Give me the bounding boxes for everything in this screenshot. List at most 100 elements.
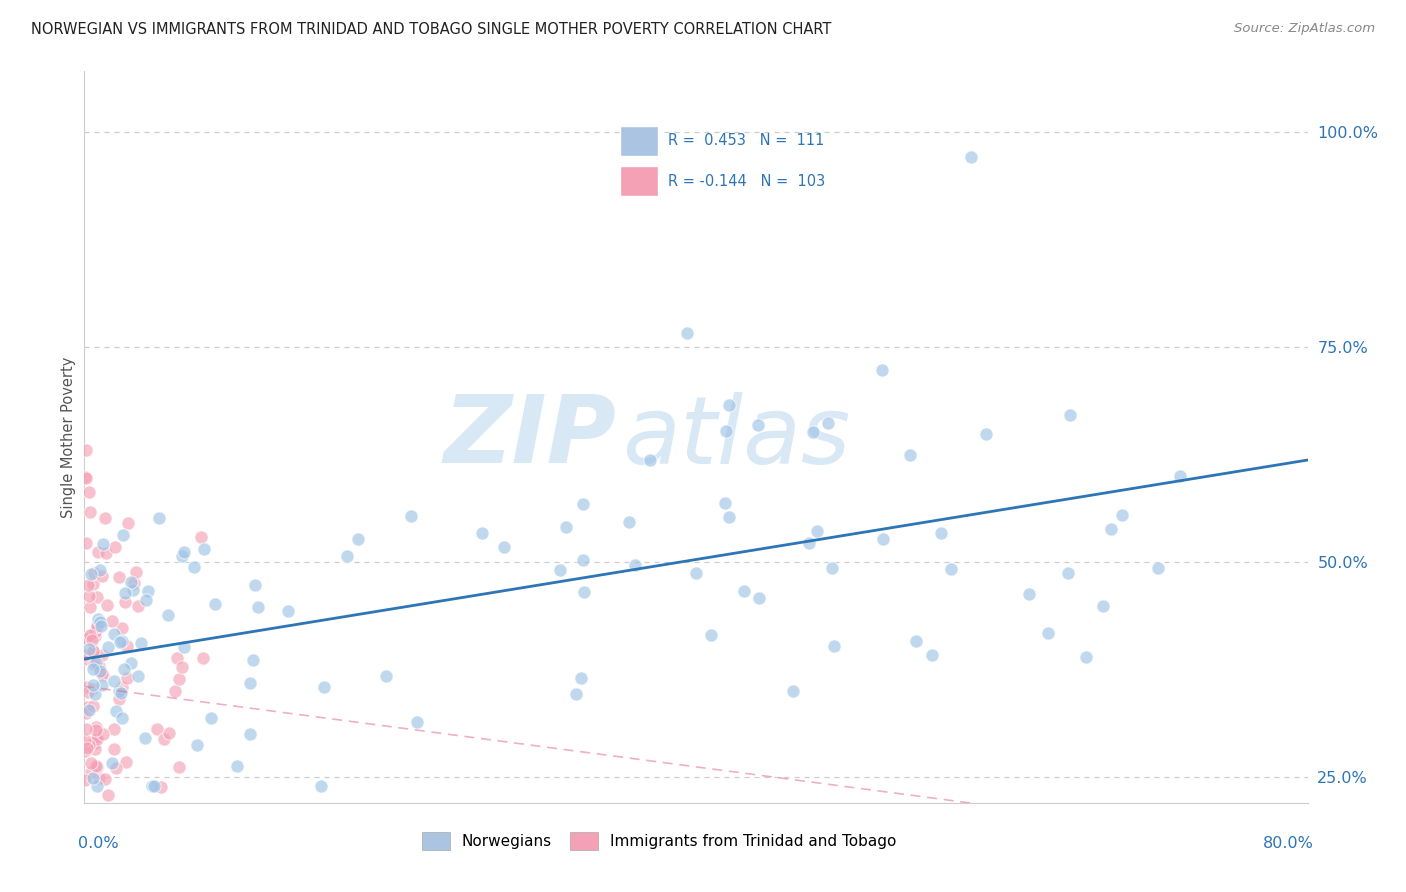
Point (83, 736, 105, 750)
Point (103, 673, 125, 688)
Point (76, 741, 98, 756)
Point (75, 706, 97, 720)
Point (156, 607, 179, 622)
Point (904, 634, 927, 648)
Point (87, 771, 110, 785)
Point (73, 773, 96, 788)
Point (170, 660, 193, 674)
Point (872, 532, 894, 546)
Point (117, 516, 139, 531)
Point (401, 509, 423, 524)
Point (111, 680, 134, 694)
Point (90, 678, 112, 692)
Point (120, 574, 142, 589)
Point (83, 687, 105, 701)
Point (172, 549, 194, 563)
Point (1168, 468, 1191, 483)
Point (86, 591, 108, 605)
Point (90, 618, 112, 632)
Point (242, 653, 264, 667)
Point (108, 570, 131, 584)
Point (86, 759, 108, 773)
Point (114, 594, 136, 608)
Point (94, 772, 117, 787)
Point (1091, 599, 1114, 614)
Point (86, 760, 108, 774)
Point (569, 671, 592, 685)
Point (89, 658, 111, 673)
Point (86, 730, 108, 744)
Point (79, 505, 101, 519)
Point (555, 520, 578, 534)
Point (104, 540, 127, 554)
Point (86, 779, 108, 793)
Point (111, 711, 134, 725)
Point (1111, 508, 1133, 522)
Point (91, 727, 114, 741)
Point (110, 686, 132, 700)
Point (103, 742, 125, 756)
Point (1147, 561, 1170, 575)
Point (700, 628, 723, 642)
Point (79, 738, 101, 752)
Point (142, 822, 165, 836)
Point (1038, 625, 1060, 640)
Point (107, 684, 129, 698)
Point (733, 584, 755, 599)
Point (200, 711, 222, 725)
Point (83, 566, 105, 580)
Point (84, 742, 107, 756)
Point (77, 865, 100, 880)
Point (87, 612, 110, 626)
Point (898, 448, 921, 462)
Point (166, 651, 188, 665)
Point (142, 779, 165, 793)
Point (75, 722, 97, 736)
Point (76, 700, 98, 714)
Point (75, 648, 97, 663)
Point (84, 847, 107, 861)
Point (77, 589, 100, 603)
Point (75, 733, 97, 747)
Point (624, 558, 647, 572)
Point (191, 651, 214, 665)
Point (165, 684, 187, 698)
Point (75, 680, 97, 694)
Point (136, 584, 159, 599)
Point (564, 687, 586, 701)
Point (89, 615, 111, 630)
Point (571, 552, 593, 566)
Point (120, 657, 142, 671)
Point (82, 842, 104, 856)
Point (108, 806, 131, 821)
Point (941, 562, 963, 576)
Point (86, 618, 108, 632)
Text: atlas: atlas (623, 392, 851, 483)
Point (806, 524, 828, 539)
Point (82, 643, 104, 657)
Point (96, 598, 118, 612)
Point (124, 565, 146, 579)
Point (104, 704, 127, 718)
Y-axis label: Single Mother Poverty: Single Mother Poverty (60, 357, 76, 517)
Point (127, 599, 149, 614)
Point (117, 639, 139, 653)
Point (471, 526, 494, 541)
Point (82, 678, 104, 692)
Point (77, 642, 100, 657)
Point (80, 632, 103, 647)
Point (747, 418, 769, 433)
Point (77, 685, 100, 699)
Point (79, 599, 101, 614)
Point (94, 546, 117, 560)
Point (75, 632, 97, 646)
Point (374, 669, 396, 683)
Point (94, 510, 117, 524)
Point (82, 698, 104, 713)
Point (82, 577, 104, 591)
Point (80, 629, 103, 643)
Point (406, 714, 429, 729)
Point (167, 672, 190, 686)
Point (550, 563, 572, 577)
Point (718, 398, 741, 412)
